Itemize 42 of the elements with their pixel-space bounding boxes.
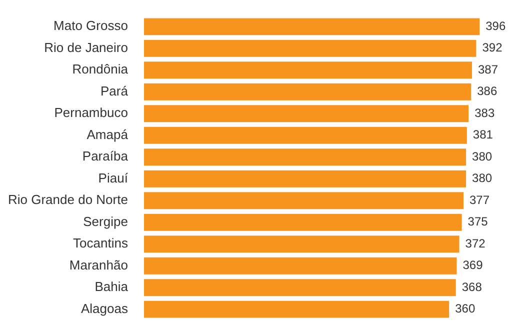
data-label: 392 — [482, 40, 503, 55]
data-label: 396 — [486, 18, 506, 33]
y-tick-label: Rio Grande do Norte — [8, 192, 128, 208]
bar — [144, 62, 472, 79]
y-tick-label: Mato Grosso — [54, 18, 128, 34]
y-tick-label: Alagoas — [80, 300, 128, 316]
y-tick-label: Piauí — [98, 170, 128, 186]
y-tick-label: Maranhão — [69, 257, 128, 272]
y-tick-label: Rio de Janeiro — [44, 40, 128, 55]
data-label: 383 — [474, 106, 495, 120]
y-tick-label: Pará — [100, 83, 129, 98]
bar — [144, 257, 457, 274]
data-label: 380 — [472, 149, 492, 164]
y-tick-label: Amapá — [86, 126, 129, 142]
bar — [144, 148, 466, 166]
y-tick-label: Paraíba — [82, 148, 129, 164]
bar — [144, 170, 466, 188]
data-label: 380 — [472, 171, 492, 186]
bar — [144, 236, 460, 253]
bar — [144, 214, 462, 231]
y-tick-label: Tocantins — [73, 236, 128, 251]
data-label: 375 — [468, 214, 488, 229]
bar — [144, 40, 476, 57]
data-label: 360 — [455, 302, 476, 316]
bar — [144, 105, 469, 122]
bar — [144, 18, 480, 36]
bar — [144, 126, 467, 144]
bar — [144, 192, 464, 210]
bar — [144, 300, 450, 318]
bar — [144, 279, 456, 296]
data-label: 369 — [462, 258, 484, 272]
y-tick-label: Rondônia — [72, 62, 129, 77]
data-label: 372 — [465, 236, 486, 250]
data-label: 368 — [462, 280, 482, 294]
y-tick-label: Pernambuco — [54, 105, 128, 120]
bar — [144, 83, 472, 100]
data-label: 386 — [477, 84, 498, 98]
y-tick-label: Sergipe — [83, 214, 128, 229]
y-tick-label: Bahia — [94, 279, 129, 294]
data-label: 377 — [470, 192, 490, 207]
data-label: 381 — [472, 128, 494, 142]
data-label: 387 — [478, 62, 498, 76]
